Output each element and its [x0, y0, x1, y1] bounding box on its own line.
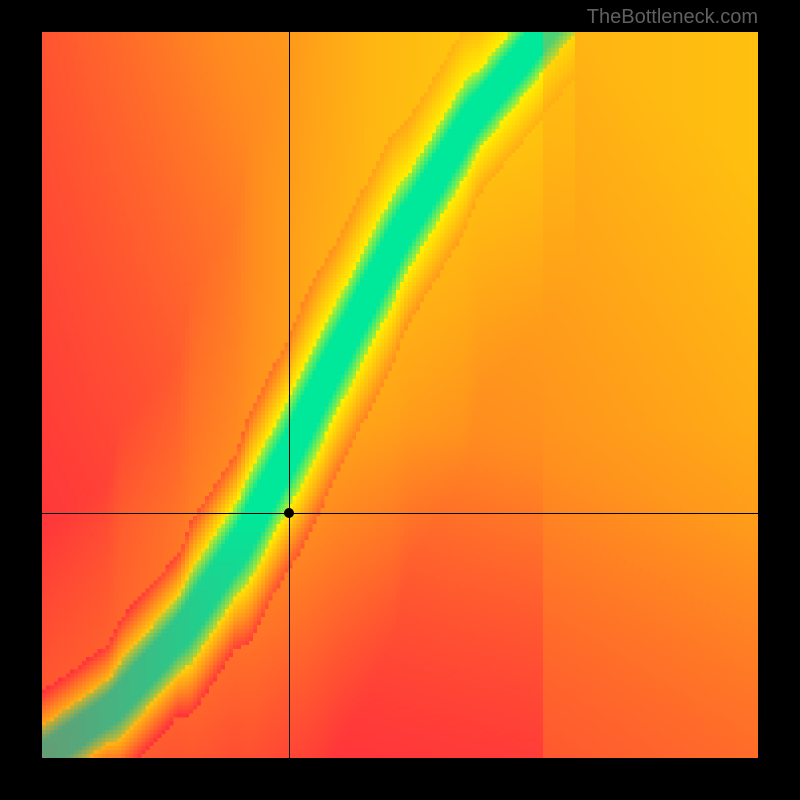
watermark-text: TheBottleneck.com	[587, 6, 758, 29]
heatmap-plot-area	[42, 32, 758, 758]
heatmap-canvas	[42, 32, 758, 758]
crosshair-marker-dot	[284, 508, 294, 518]
crosshair-vertical	[289, 32, 290, 758]
crosshair-horizontal	[42, 513, 758, 514]
